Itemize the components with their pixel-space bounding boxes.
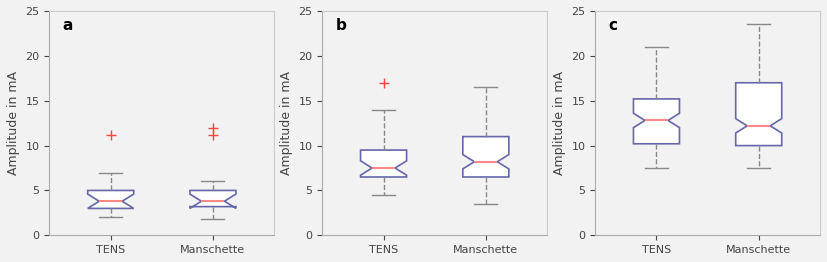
Y-axis label: Amplitude in mA: Amplitude in mA: [7, 71, 20, 175]
PathPatch shape: [463, 137, 509, 177]
Text: b: b: [336, 18, 347, 33]
Y-axis label: Amplitude in mA: Amplitude in mA: [280, 71, 293, 175]
PathPatch shape: [361, 150, 407, 177]
Text: a: a: [63, 18, 74, 33]
Y-axis label: Amplitude in mA: Amplitude in mA: [552, 71, 566, 175]
PathPatch shape: [736, 83, 782, 146]
PathPatch shape: [190, 190, 236, 208]
PathPatch shape: [633, 99, 680, 144]
Text: c: c: [609, 18, 618, 33]
PathPatch shape: [88, 190, 134, 208]
